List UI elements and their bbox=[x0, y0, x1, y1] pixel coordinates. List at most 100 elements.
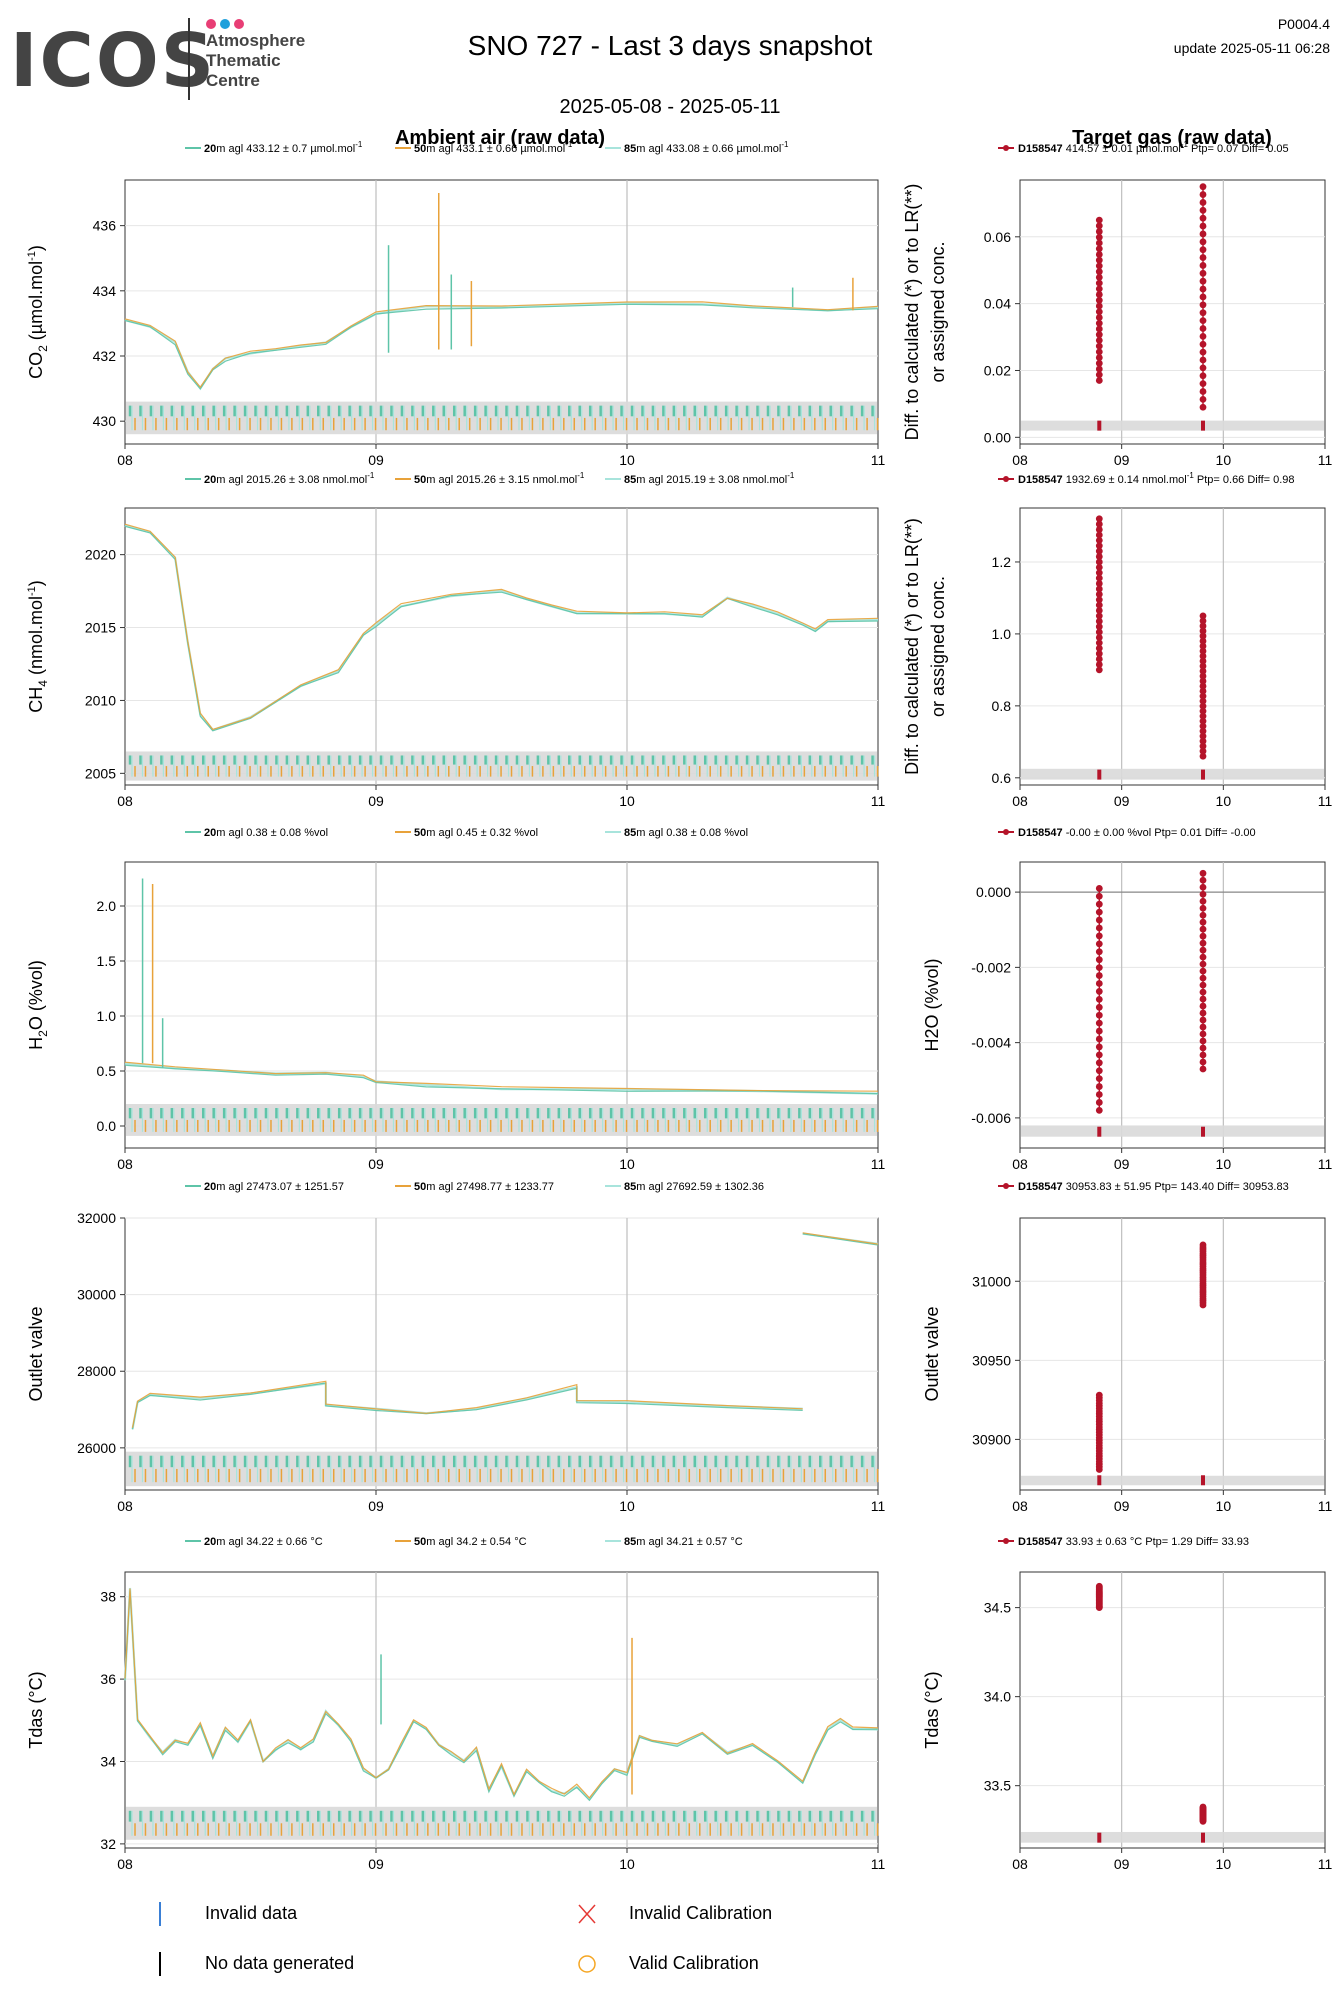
logo-dots bbox=[206, 16, 248, 34]
y-axis-label: H2O (%vol) bbox=[922, 958, 942, 1051]
y-tick-label: 26000 bbox=[77, 1440, 116, 1456]
target-point bbox=[1095, 1099, 1103, 1106]
target-point bbox=[1199, 692, 1207, 700]
target-point bbox=[1199, 1016, 1207, 1024]
plot-frame bbox=[124, 1217, 879, 1491]
target-point bbox=[1199, 325, 1207, 332]
y-axis-label: CH4 (nmol.mol-1) bbox=[26, 580, 50, 712]
target-point bbox=[1199, 925, 1207, 933]
y-tick-label: 30900 bbox=[972, 1431, 1011, 1447]
target-point bbox=[1199, 752, 1207, 760]
target-point bbox=[1199, 1002, 1207, 1010]
series-line bbox=[802, 1232, 879, 1245]
target-point bbox=[1199, 1023, 1207, 1031]
target-point bbox=[1199, 946, 1207, 954]
target-legend: D158547 33.93 ± 0.63 °C Ptp= 1.29 Diff= … bbox=[998, 1536, 1249, 1548]
target-point bbox=[1199, 206, 1207, 214]
x-tick-label: 08 bbox=[117, 1498, 133, 1514]
target-point bbox=[1095, 262, 1103, 270]
target-point bbox=[1199, 262, 1207, 269]
y-tick-label: 0.0 bbox=[97, 1118, 117, 1134]
legend-point bbox=[1003, 1183, 1009, 1189]
y-tick-label: 34.5 bbox=[984, 1600, 1011, 1616]
y-tick-label: 0.06 bbox=[984, 229, 1011, 245]
target-point bbox=[1199, 707, 1207, 715]
target-point bbox=[1095, 1091, 1103, 1098]
calibration-band bbox=[1021, 420, 1324, 431]
target-point bbox=[1095, 558, 1103, 566]
target-band-marker bbox=[1201, 420, 1205, 431]
series-line bbox=[124, 1062, 879, 1095]
target-point bbox=[1199, 682, 1207, 690]
target-point bbox=[1095, 666, 1103, 674]
target-point bbox=[1095, 596, 1103, 604]
target-point bbox=[1199, 960, 1207, 968]
y-tick-label: 0.02 bbox=[984, 362, 1011, 378]
target-legend: D158547 1932.69 ± 0.14 nmol.mol-1 Ptp= 0… bbox=[998, 471, 1295, 486]
series-line bbox=[124, 1061, 879, 1092]
legend-label: Invalid data bbox=[205, 1902, 298, 1923]
target-point bbox=[1095, 580, 1103, 587]
ambient-legend: 20m agl 433.12 ± 0.7 µmol.mol-1 50m agl 4… bbox=[185, 140, 789, 155]
y-axis-label: or assigned conc. bbox=[928, 241, 948, 382]
target-point bbox=[1095, 964, 1103, 972]
plot-frame bbox=[1019, 861, 1326, 1149]
target-legend: D158547 30953.83 ± 51.95 Ptp= 143.40 Dif… bbox=[998, 1181, 1289, 1193]
series-line bbox=[124, 301, 879, 389]
y-tick-label: 430 bbox=[93, 413, 117, 429]
target-point bbox=[1095, 639, 1103, 647]
plot-frame bbox=[1019, 179, 1326, 445]
plot-frame bbox=[124, 861, 879, 1149]
target-point bbox=[1199, 717, 1207, 725]
y-tick-label: 2020 bbox=[85, 547, 116, 563]
target-point bbox=[1199, 1030, 1207, 1038]
target-point bbox=[1199, 372, 1207, 380]
target-point bbox=[1199, 722, 1207, 730]
target-band-marker bbox=[1097, 1126, 1102, 1137]
target-point bbox=[1199, 1037, 1207, 1045]
series-line bbox=[124, 303, 879, 390]
logo-letters: ICOS bbox=[10, 18, 217, 104]
target-band-marker bbox=[1097, 420, 1102, 431]
x-tick-label: 08 bbox=[117, 1156, 133, 1172]
target-point bbox=[1199, 1241, 1207, 1249]
ambient-panel: 430 432 434 436 08 09 10 11 CO2 (µmol.mol-1) 20m … bbox=[26, 140, 885, 468]
legend-text: D158547 33.93 ± 0.63 °C Ptp= 1.29 Diff= … bbox=[1018, 1536, 1249, 1548]
x-tick-label: 09 bbox=[1114, 1156, 1130, 1172]
target-point bbox=[1199, 967, 1207, 975]
icos-logo: ICOS Atmosphere Thematic Centre bbox=[10, 14, 330, 104]
target-point bbox=[1199, 883, 1207, 891]
plot-frame bbox=[1019, 1571, 1326, 1849]
legend-text: 50m agl 0.45 ± 0.32 %vol bbox=[414, 827, 538, 839]
target-point bbox=[1095, 574, 1103, 582]
target-point bbox=[1199, 199, 1207, 206]
x-tick-label: 11 bbox=[1318, 793, 1333, 809]
ambient-panel: 26000 28000 30000 32000 08 09 10 11 Outlet valve… bbox=[26, 1181, 885, 1514]
target-point bbox=[1199, 687, 1207, 695]
target-point bbox=[1199, 667, 1207, 675]
y-axis-label: Diff. to calculated (*) or to LR(**) bbox=[902, 184, 922, 441]
target-point bbox=[1199, 238, 1207, 246]
target-point bbox=[1199, 617, 1207, 625]
target-point bbox=[1095, 354, 1103, 361]
plot-frame bbox=[1019, 507, 1326, 786]
legend-point bbox=[1003, 829, 1009, 835]
y-tick-label: 1.0 bbox=[992, 626, 1012, 642]
target-point bbox=[1199, 612, 1207, 620]
update-timestamp: update 2025-05-11 06:28 bbox=[1173, 40, 1330, 56]
legend-invalid-data: Invalid data bbox=[150, 1900, 297, 1928]
y-tick-label: 28000 bbox=[77, 1363, 116, 1379]
target-point bbox=[1095, 245, 1103, 253]
page-title: SNO 727 - Last 3 days snapshot bbox=[467, 30, 873, 61]
y-tick-label: 0.5 bbox=[97, 1063, 117, 1079]
calibration-band bbox=[1021, 1831, 1324, 1843]
target-point bbox=[1199, 356, 1207, 364]
target-point bbox=[1095, 1011, 1103, 1019]
target-point bbox=[1095, 628, 1103, 636]
target-band-marker bbox=[1097, 769, 1102, 780]
target-point bbox=[1095, 1027, 1103, 1035]
target-point bbox=[1095, 377, 1103, 384]
y-tick-label: 30950 bbox=[972, 1352, 1011, 1368]
legend-text: 50m agl 27498.77 ± 1233.77 bbox=[414, 1181, 554, 1193]
